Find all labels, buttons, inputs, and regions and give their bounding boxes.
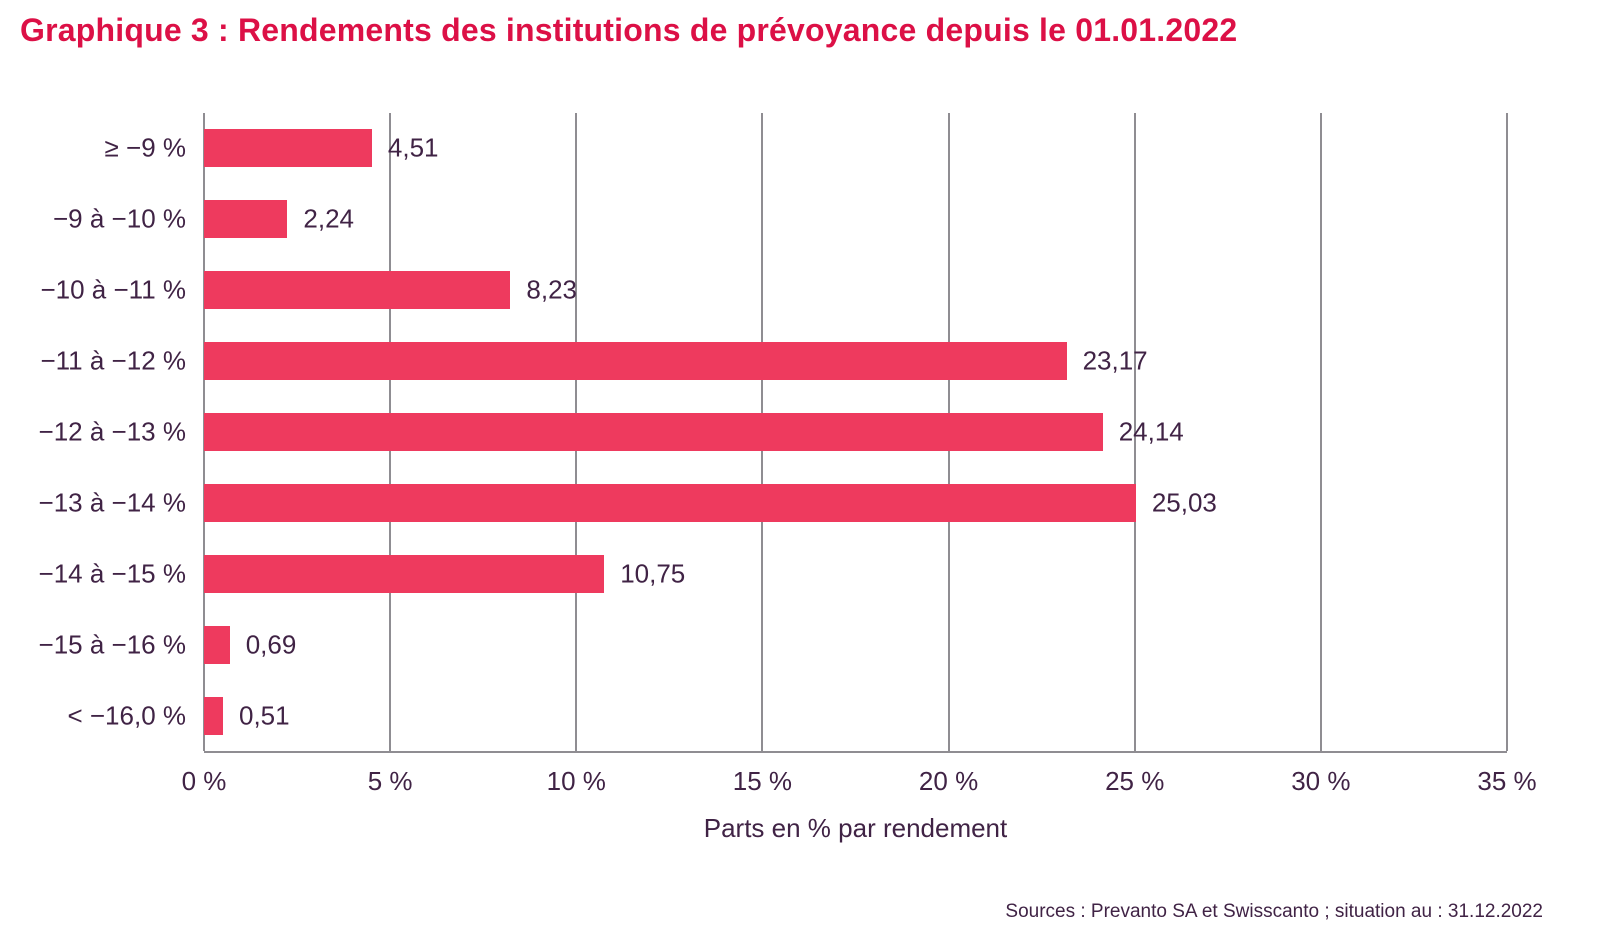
bar-row: −9 à −10 % 2,24 bbox=[53, 184, 1507, 255]
page-title: Graphique 3 : Rendements des institution… bbox=[20, 12, 1238, 48]
category-label: −10 à −11 % bbox=[40, 274, 186, 305]
value-label: 2,24 bbox=[303, 203, 354, 234]
bar bbox=[204, 200, 288, 239]
x-tick-label: 35 % bbox=[1477, 766, 1537, 796]
category-label: −9 à −10 % bbox=[53, 203, 186, 234]
category-label: < −16,0 % bbox=[67, 700, 186, 731]
gridline bbox=[1319, 113, 1322, 751]
source-note: Sources : Prevanto SA et Swisscanto ; si… bbox=[1005, 901, 1543, 922]
category-label: −12 à −13 % bbox=[38, 416, 186, 447]
value-label: 10,75 bbox=[620, 558, 686, 589]
bar-row: < −16,0 % 0,51 bbox=[67, 680, 1507, 751]
x-tick-label: 5 % bbox=[367, 766, 413, 796]
x-tick-label: 10 % bbox=[546, 766, 606, 796]
plot-area: Parts en % par rendement 0 % 5 % 10 % 15 % 2… bbox=[39, 113, 1537, 843]
category-label: ≥ −9 % bbox=[104, 132, 186, 163]
bar bbox=[204, 412, 1103, 451]
value-label: 0,69 bbox=[245, 629, 297, 660]
value-label: 23,17 bbox=[1082, 345, 1148, 376]
category-label: −15 à −16 % bbox=[38, 629, 186, 660]
bar bbox=[204, 483, 1136, 522]
bar-row: −11 à −12 % 23,17 bbox=[40, 326, 1507, 397]
category-label: −14 à −15 % bbox=[38, 558, 186, 589]
gridline bbox=[1133, 113, 1136, 751]
bar-row: −13 à −14 % 25,03 bbox=[39, 467, 1507, 538]
x-tick-label: 25 % bbox=[1105, 766, 1165, 796]
x-tick-label: 0 % bbox=[181, 766, 227, 796]
bar bbox=[204, 271, 511, 310]
category-label: −11 à −12 % bbox=[40, 345, 186, 376]
value-label: 0,51 bbox=[238, 700, 290, 731]
category-label: −13 à −14 % bbox=[38, 487, 186, 518]
bar-row: −15 à −16 % 0,69 bbox=[39, 609, 1507, 680]
bar bbox=[204, 129, 372, 168]
value-label: 4,51 bbox=[387, 132, 439, 163]
gridline bbox=[1506, 113, 1508, 751]
value-label: 8,23 bbox=[526, 274, 577, 305]
bar-row: −12 à −13 % 24,14 bbox=[39, 397, 1507, 468]
bar bbox=[204, 554, 605, 593]
x-tick-label: 20 % bbox=[918, 766, 979, 796]
x-axis-label: Parts en % par rendement bbox=[703, 813, 1008, 843]
x-tick-label: 15 % bbox=[732, 766, 793, 796]
value-label: 25,03 bbox=[1151, 487, 1217, 518]
value-label: 24,14 bbox=[1118, 416, 1184, 447]
bar-row: ≥ −9 % 4,51 bbox=[105, 113, 1507, 184]
bar bbox=[204, 696, 223, 735]
bar bbox=[204, 625, 230, 664]
bar-row: −10 à −11 % 8,23 bbox=[40, 255, 1507, 326]
bar bbox=[204, 342, 1067, 381]
x-tick-label: 30 % bbox=[1291, 766, 1351, 796]
bar-row: −14 à −15 % 10,75 bbox=[39, 538, 1507, 609]
